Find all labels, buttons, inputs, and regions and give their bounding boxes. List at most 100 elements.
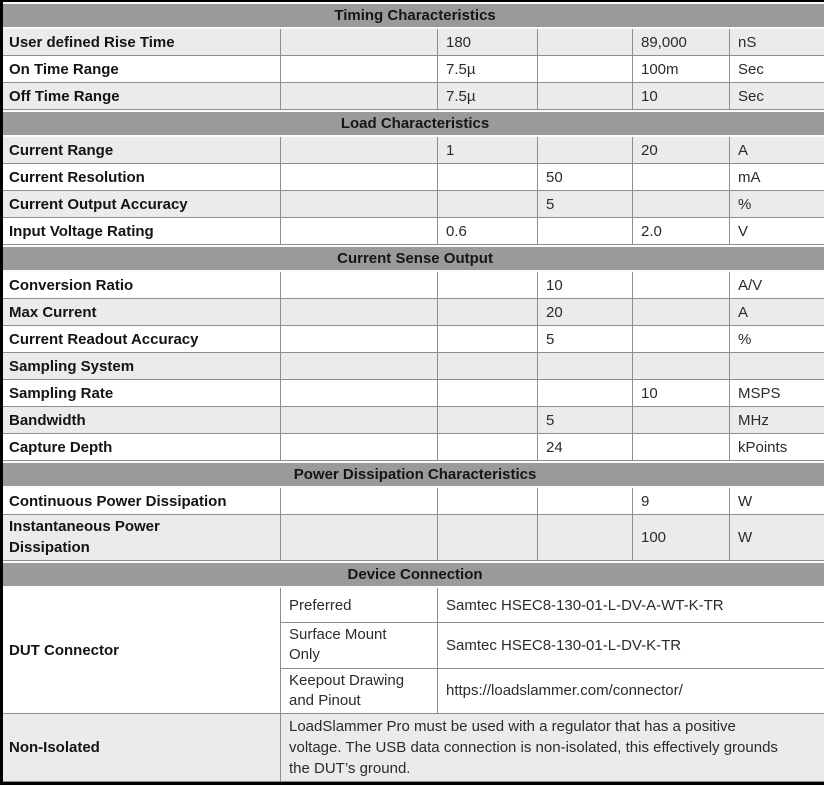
connector-url: https://loadslammer.com/connector/	[438, 668, 824, 714]
unit-cell: W	[730, 488, 824, 515]
unit-cell	[730, 353, 824, 380]
spec-cell	[438, 272, 538, 299]
spec-cell	[538, 137, 633, 164]
spec-row-label: Continuous Power Dissipation	[3, 488, 281, 515]
spec-row-label: Bandwidth	[3, 407, 281, 434]
spec-cell	[438, 407, 538, 434]
spec-cell: 10	[633, 83, 730, 110]
connector-entry-value: Samtec HSEC8-130-01-L-DV-K-TR	[438, 623, 824, 669]
table-row: Continuous Power Dissipation 9 W	[3, 488, 824, 515]
spec-row-label: Current Resolution	[3, 164, 281, 191]
table-row: Surface Mount Only Samtec HSEC8-130-01-L…	[3, 623, 824, 669]
section-row-load: Load Characteristics	[3, 110, 824, 137]
spec-cell	[281, 83, 438, 110]
spec-cell	[281, 272, 438, 299]
spec-cell	[281, 191, 438, 218]
table-row: Input Voltage Rating 0.6 2.0 V	[3, 218, 824, 245]
spec-cell	[281, 488, 438, 515]
connector-entry-type: Keepout Drawing and Pinout	[281, 668, 438, 714]
table-row: Capture Depth 24 kPoints	[3, 434, 824, 461]
spec-row-label: Capture Depth	[3, 434, 281, 461]
spec-row-label: Input Voltage Rating	[3, 218, 281, 245]
spec-cell: 100	[633, 515, 730, 561]
spec-row-label: Non-Isolated	[3, 714, 281, 782]
spec-cell: 5	[538, 326, 633, 353]
unit-cell: Sec	[730, 56, 824, 83]
spec-cell: 10	[633, 380, 730, 407]
spec-cell	[281, 299, 438, 326]
table-row: Max Current 20 A	[3, 299, 824, 326]
spec-row-label: On Time Range	[3, 56, 281, 83]
spec-cell	[538, 353, 633, 380]
section-header: Current Sense Output	[3, 245, 824, 272]
spec-cell	[281, 515, 438, 561]
spec-row-label: Current Readout Accuracy	[3, 326, 281, 353]
non-isolated-note-text: LoadSlammer Pro must be used with a regu…	[289, 718, 778, 777]
spec-row-label: Current Range	[3, 137, 281, 164]
spec-cell	[281, 137, 438, 164]
spec-cell	[633, 407, 730, 434]
table-row: Conversion Ratio 10 A/V	[3, 272, 824, 299]
spec-cell: 1	[438, 137, 538, 164]
spec-cell: 7.5µ	[438, 56, 538, 83]
spec-cell: 0.6	[438, 218, 538, 245]
spec-cell	[281, 353, 438, 380]
unit-cell: nS	[730, 29, 824, 56]
spec-cell: 7.5µ	[438, 83, 538, 110]
spec-cell	[633, 326, 730, 353]
spec-cell: 180	[438, 29, 538, 56]
spec-row-label: Conversion Ratio	[3, 272, 281, 299]
table-row: Current Readout Accuracy 5 %	[3, 326, 824, 353]
spec-cell	[281, 380, 438, 407]
table-row: Current Range 1 20 A	[3, 137, 824, 164]
spec-cell: 89,000	[633, 29, 730, 56]
spec-cell	[438, 515, 538, 561]
section-row-timing: Timing Characteristics	[3, 2, 824, 29]
spec-row-label: Sampling Rate	[3, 380, 281, 407]
spec-row-label: DUT Connector	[3, 588, 281, 714]
table-row: Instantaneous Power Dissipation 100 W	[3, 515, 824, 561]
spec-cell: 9	[633, 488, 730, 515]
spec-row-label: Sampling System	[3, 353, 281, 380]
unit-cell: Sec	[730, 83, 824, 110]
table-row: DUT Connector Preferred Samtec HSEC8-130…	[3, 588, 824, 714]
unit-cell: MSPS	[730, 380, 824, 407]
spec-row-label: User defined Rise Time	[3, 29, 281, 56]
spec-cell	[438, 326, 538, 353]
spec-cell	[538, 380, 633, 407]
spec-cell	[281, 218, 438, 245]
spec-cell	[281, 29, 438, 56]
spec-row-label: Instantaneous Power Dissipation	[3, 515, 281, 561]
spec-cell	[438, 488, 538, 515]
spec-cell: 2.0	[633, 218, 730, 245]
spec-cell: 5	[538, 191, 633, 218]
unit-cell: %	[730, 326, 824, 353]
spec-row-label: Off Time Range	[3, 83, 281, 110]
spec-cell	[538, 83, 633, 110]
section-row-current-sense: Current Sense Output	[3, 245, 824, 272]
spec-cell	[633, 299, 730, 326]
spec-cell: 20	[538, 299, 633, 326]
connector-entry-type-text: Keepout Drawing and Pinout	[289, 671, 405, 709]
spec-cell	[633, 191, 730, 218]
section-row-power: Power Dissipation Characteristics	[3, 461, 824, 488]
spec-cell: 24	[538, 434, 633, 461]
unit-cell: %	[730, 191, 824, 218]
spec-cell	[438, 191, 538, 218]
spec-cell	[281, 164, 438, 191]
table-row: Non-Isolated LoadSlammer Pro must be use…	[3, 714, 824, 782]
spec-row-label-text: Instantaneous Power Dissipation	[9, 518, 160, 556]
spec-cell	[281, 326, 438, 353]
spec-cell: 10	[538, 272, 633, 299]
spec-cell	[633, 353, 730, 380]
spec-cell	[633, 272, 730, 299]
spec-cell	[538, 515, 633, 561]
section-header: Timing Characteristics	[3, 2, 824, 29]
spec-cell: 5	[538, 407, 633, 434]
unit-cell: A	[730, 299, 824, 326]
unit-cell: mA	[730, 164, 824, 191]
spec-cell	[633, 434, 730, 461]
table-row: Current Resolution 50 mA	[3, 164, 824, 191]
